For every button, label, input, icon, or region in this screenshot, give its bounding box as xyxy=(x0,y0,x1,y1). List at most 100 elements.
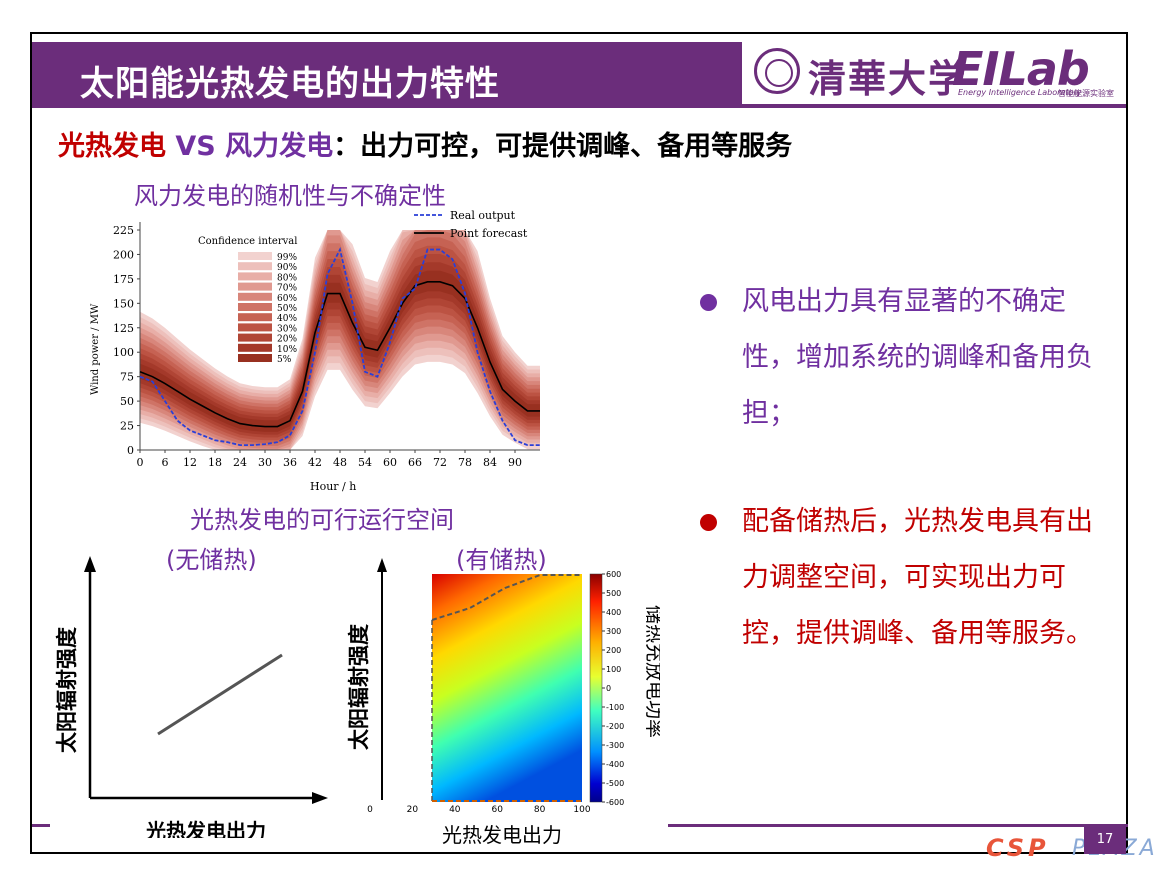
ci-legend-swatch xyxy=(238,272,272,281)
ci-legend-swatch xyxy=(238,262,272,271)
ci-legend-label: 50% xyxy=(277,304,297,314)
wind-x-tick-label: 84 xyxy=(483,456,497,469)
wind-y-tick-label: 25 xyxy=(120,420,134,433)
ci-legend-label: 5% xyxy=(277,355,292,365)
slide-frame xyxy=(30,32,1128,854)
ci-legend-swatch xyxy=(238,292,272,301)
wind-x-tick-label: 36 xyxy=(283,456,297,469)
ci-legend-swatch xyxy=(238,333,272,342)
colorbar-tick-label: -100 xyxy=(606,703,624,712)
wind-y-tick-label: 125 xyxy=(113,322,134,335)
ci-legend-title: Confidence interval xyxy=(198,236,297,247)
ci-legend-label: 30% xyxy=(277,324,297,334)
colorbar-tick-label: 200 xyxy=(606,646,621,655)
wind-x-tick-label: 54 xyxy=(358,456,372,469)
wind-x-tick-label: 24 xyxy=(233,456,247,469)
subtitle-vs: VS xyxy=(166,131,226,162)
wind-x-tick-label: 90 xyxy=(508,456,522,469)
storage-x-tick-label: 100 xyxy=(573,805,590,815)
wind-y-tick-label: 100 xyxy=(113,346,134,359)
bullet-text: 配备储热后，光热发电具有出力调整空间，可实现出力可控，提供调峰、备用等服务。 xyxy=(742,506,1093,649)
wind-x-tick-label: 78 xyxy=(458,456,472,469)
colorbar-tick-label: 500 xyxy=(606,589,621,598)
no-storage-caption: (无储热) xyxy=(166,546,257,574)
storage-upper-boundary xyxy=(431,574,582,621)
ci-legend-label: 70% xyxy=(277,284,297,294)
subtitle-csp: 光热发电 xyxy=(58,131,166,162)
storage-plot: 0 20 40 60 80 100 600 500 400 300 200 100 0 -100 -200… xyxy=(347,558,660,847)
legend-real-label: Real output xyxy=(450,209,516,222)
ci-band-20pct xyxy=(140,253,540,438)
page-number: 17 xyxy=(1084,826,1126,854)
colorbar xyxy=(589,573,603,803)
colorbar-tick-label: -600 xyxy=(606,798,624,807)
storage-x-tick-label: 60 xyxy=(491,805,503,815)
logo-area: 清華大学 EILab Energy Intelligence Laborator… xyxy=(742,42,1126,108)
colorbar-tick-label: 0 xyxy=(606,684,611,693)
arrow-up-icon xyxy=(377,558,387,572)
wind-x-tick-label: 66 xyxy=(408,456,422,469)
footer-rule-left xyxy=(32,824,50,827)
wind-x-tick-label: 12 xyxy=(183,456,197,469)
wind-y-tick-label: 200 xyxy=(113,248,134,261)
colorbar-tick-label: -500 xyxy=(606,779,624,788)
wind-x-axis-label: Hour / h xyxy=(310,480,356,493)
bullet-wind-uncertainty: 风电出力具有显著的不确定性，增加系统的调峰和备用负担； xyxy=(700,274,1110,442)
ci-legend-label: 80% xyxy=(277,273,297,283)
wind-x-tick-label: 0 xyxy=(137,456,144,469)
ci-legend-swatch xyxy=(238,303,272,311)
storage-y-label: 太阳辐射强度 xyxy=(347,624,371,750)
colorbar-tick-label: -300 xyxy=(606,741,624,750)
csp-space-caption: 光热发电的可行运行空间 xyxy=(190,506,454,534)
storage-x-label: 光热发电出力 xyxy=(442,823,562,847)
colorbar-tick-label: 400 xyxy=(606,608,621,617)
colorbar-tick-label: -400 xyxy=(606,760,624,769)
ci-legend-label: 99% xyxy=(277,253,297,263)
brand-csp: CSP xyxy=(986,834,1050,862)
wind-x-tick-label: 48 xyxy=(333,456,347,469)
wind-y-tick-label: 175 xyxy=(113,273,134,286)
storage-x-tick-label: 20 xyxy=(407,805,419,815)
bullet-text: 风电出力具有显著的不确定性，增加系统的调峰和备用负担； xyxy=(742,286,1093,429)
wind-y-tick-label: 150 xyxy=(113,297,134,310)
bullet-dot-icon xyxy=(700,294,717,311)
wind-chart-caption: 风力发电的随机性与不确定性 xyxy=(134,182,446,210)
with-storage-caption: (有储热) xyxy=(456,546,547,574)
arrow-up-icon xyxy=(84,556,96,572)
no-storage-plot: 太阳辐射强度 光热发电出力 xyxy=(55,556,328,838)
colorbar-tick-label: 300 xyxy=(606,627,621,636)
ci-legend-label: 60% xyxy=(277,294,297,304)
bullet-csp-controllable: 配备储热后，光热发电具有出力调整空间，可实现出力可控，提供调峰、备用等服务。 xyxy=(700,494,1110,662)
storage-x-tick-label: 80 xyxy=(534,805,546,815)
wind-y-axis-label: Wind power / MW xyxy=(90,303,101,395)
wind-x-tick-label: 72 xyxy=(433,456,447,469)
wind-x-tick-label: 6 xyxy=(162,456,169,469)
logo-lab-subtitle: Energy Intelligence Laboratory xyxy=(958,88,1082,97)
point-forecast-line xyxy=(139,281,540,428)
real-output-line xyxy=(139,246,540,447)
colorbar-tick-label: -200 xyxy=(606,722,624,731)
wind-x-tick-label: 18 xyxy=(208,456,222,469)
wind-y-tick-label: 225 xyxy=(113,224,134,237)
wind-x-tick-label: 42 xyxy=(308,456,322,469)
wind-power-chart: 225 200 175 150 125 100 75 50 25 00 6 12 18 24 30 36 42 4… xyxy=(90,209,540,493)
storage-feasible-region-heatmap xyxy=(432,574,582,802)
no-storage-operating-line xyxy=(157,653,283,736)
ci-legend-swatch xyxy=(238,252,272,260)
arrow-right-icon xyxy=(312,792,328,804)
wind-y-tick-label: 0 xyxy=(127,444,134,457)
no-storage-x-label: 光热发电出力 xyxy=(145,819,266,838)
footer-rule-right xyxy=(668,824,1128,827)
bullet-dot-icon xyxy=(700,514,717,531)
wind-y-tick-label: 75 xyxy=(120,371,134,384)
logo-university-name: 清華大学 xyxy=(808,56,969,101)
colorbar-tick-label: 100 xyxy=(606,665,621,674)
slide-title: 太阳能光热发电的出力特性 xyxy=(80,64,500,104)
ci-legend-label: 40% xyxy=(277,314,297,324)
university-seal-icon xyxy=(754,48,800,94)
legend-forecast-label: Point forecast xyxy=(450,227,528,240)
ci-legend-label: 20% xyxy=(277,335,297,345)
ci-legend-swatch xyxy=(238,354,272,362)
storage-x-tick-label: 0 xyxy=(367,805,373,815)
no-storage-y-label: 太阳辐射强度 xyxy=(55,627,79,753)
